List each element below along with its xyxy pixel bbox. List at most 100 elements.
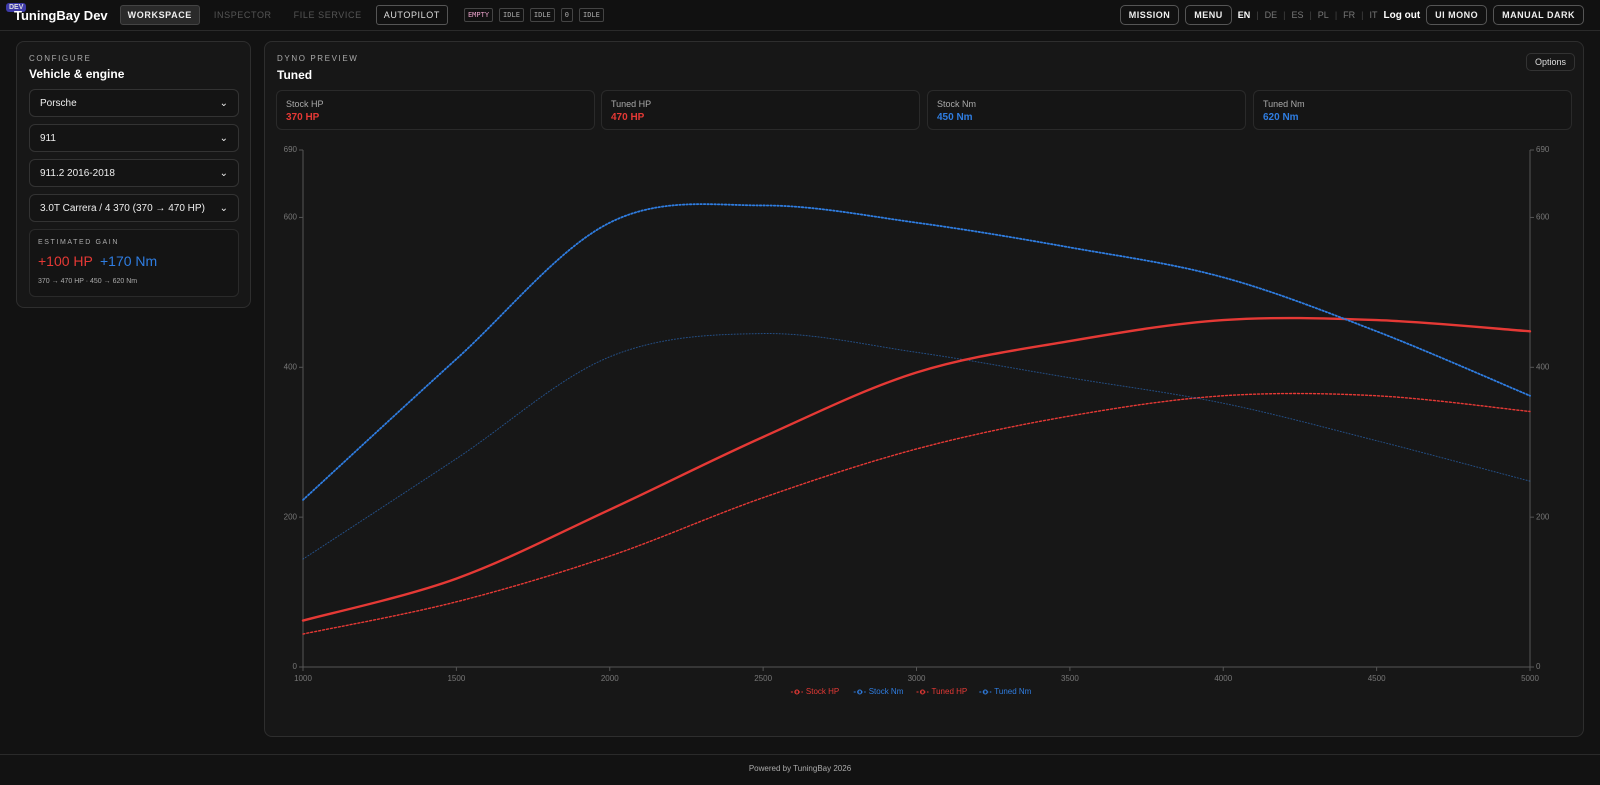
language[interactable]: DE xyxy=(1264,10,1278,20)
series-line xyxy=(302,392,1531,635)
top-bar: DEV TuningBay Dev WORKSPACE INSPECTOR FI… xyxy=(0,0,1600,31)
nav-right: MISSION MENU EN | DE | ES | PL | FR | IT Log … xyxy=(1119,0,1584,30)
y2-tick-label: 690 xyxy=(1536,145,1550,154)
status-chip: IDLE xyxy=(578,8,604,22)
separator: | xyxy=(1283,10,1286,20)
gain-nm: +170 Nm xyxy=(100,253,158,269)
y-tick-label: 200 xyxy=(284,512,298,521)
language[interactable]: EN xyxy=(1237,10,1251,20)
logout[interactable]: Log out xyxy=(1383,9,1421,21)
series-line xyxy=(302,333,1531,560)
select[interactable]: 911 ⌄ xyxy=(29,124,239,152)
y2-tick-label: 200 xyxy=(1536,512,1550,521)
series-line xyxy=(301,316,1532,622)
y-tick-label: 0 xyxy=(293,662,298,671)
chevron: ⌄ xyxy=(219,97,228,109)
legend-label: Tuned HP xyxy=(932,687,968,696)
stat-card: Tuned Nm 620 Nm xyxy=(1253,90,1572,130)
x-tick-label: 2500 xyxy=(754,674,772,683)
x-tick-label: 5000 xyxy=(1521,674,1539,683)
options-button[interactable]: Options xyxy=(1525,53,1575,71)
chevron: ⌄ xyxy=(219,132,228,144)
separator: | xyxy=(1361,10,1364,20)
gain-detail: 370 → 470 HP · 450 → 620 Nm xyxy=(38,278,138,285)
select[interactable]: Porsche ⌄ xyxy=(29,89,239,117)
tab[interactable]: WORKSPACE xyxy=(119,5,200,25)
legend-marker xyxy=(794,689,800,695)
chevron: ⌄ xyxy=(219,167,228,179)
stat-card: Stock HP 370 HP xyxy=(276,90,595,130)
ui-mono-button[interactable]: UI MONO xyxy=(1426,5,1488,25)
configure-panel: CONFIGURE Vehicle & engine Porsche ⌄ 911 ⌄… xyxy=(16,41,251,308)
y2-tick-label: 600 xyxy=(1536,213,1550,222)
x-tick-label: 1000 xyxy=(294,674,312,683)
card-value: 620 Nm xyxy=(1263,112,1299,123)
card-label: Tuned HP xyxy=(611,99,652,109)
y-tick-label: 600 xyxy=(284,213,298,222)
gain-hp: +100 HP xyxy=(38,253,93,269)
x-tick-label: 4500 xyxy=(1368,674,1386,683)
footer: Powered by TuningBay 2026 xyxy=(0,754,1600,785)
legend-item: Tuned Nm xyxy=(979,687,1032,696)
legend-marker xyxy=(982,689,988,695)
card-value: 450 Nm xyxy=(937,112,973,123)
dyno-chart: 0 200 400 600 690 0 200 400 600 690 1000 1500 2000 25… xyxy=(284,145,1550,696)
y-tick-label: 690 xyxy=(284,145,298,154)
tab[interactable]: INSPECTOR xyxy=(213,10,272,20)
legend-item: Tuned HP xyxy=(916,687,968,696)
select[interactable]: 911.2 2016-2018 ⌄ xyxy=(29,159,239,187)
stat-card: Stock Nm 450 Nm xyxy=(927,90,1246,130)
legend-label: Stock Nm xyxy=(869,687,904,696)
y2-tick-label: 400 xyxy=(1536,362,1550,371)
separator: | xyxy=(1334,10,1338,20)
select[interactable]: 3.0T Carrera / 4 370 (370 → 470 HP) ⌄ xyxy=(29,194,239,222)
x-tick-label: 1500 xyxy=(447,674,465,683)
language[interactable]: PL xyxy=(1317,10,1329,20)
select-value: 911.2 2016-2018 xyxy=(40,167,115,179)
status-chip: 0 xyxy=(560,8,573,22)
menu-button[interactable]: MENU xyxy=(1185,5,1232,25)
card-value: 470 HP xyxy=(611,112,645,123)
separator: | xyxy=(1256,10,1259,20)
eyebrow: DYNO PREVIEW xyxy=(277,54,359,63)
status-chip: IDLE xyxy=(499,8,524,22)
y-tick-label: 400 xyxy=(284,362,298,371)
stat-card: Tuned HP 470 HP xyxy=(601,90,920,130)
status-chip: IDLE xyxy=(529,8,555,22)
nav-left: TuningBay Dev WORKSPACE INSPECTOR FILE S… xyxy=(14,0,604,30)
panel-title: Tuned xyxy=(277,68,313,82)
mission-button[interactable]: MISSION xyxy=(1119,5,1180,25)
status-chip: EMPTY xyxy=(463,8,494,22)
select-value: Porsche xyxy=(40,97,77,109)
eyebrow: ESTIMATED GAIN xyxy=(38,239,119,246)
card-label: Tuned Nm xyxy=(1263,99,1305,109)
tab[interactable]: AUTOPILOT xyxy=(375,5,448,25)
series-line xyxy=(302,203,1531,501)
select-value: 3.0T Carrera / 4 370 (370 → 470 HP) xyxy=(40,202,205,214)
dyno-panel: DYNO PREVIEW Tuned Options Stock HP 370 H… xyxy=(264,41,1584,737)
card-value: 370 HP xyxy=(286,112,320,123)
x-tick-label: 4000 xyxy=(1214,674,1232,683)
manual-dark-button[interactable]: MANUAL DARK xyxy=(1493,5,1584,25)
gain-box: ESTIMATED GAIN +100 HP +170 Nm 370 → 470… xyxy=(29,229,239,297)
legend-marker xyxy=(920,689,925,695)
y2-tick-label: 0 xyxy=(1536,662,1541,671)
legend-item: Stock HP xyxy=(790,687,839,696)
tab[interactable]: FILE SERVICE xyxy=(293,10,362,20)
language[interactable]: IT xyxy=(1369,10,1378,20)
x-tick-label: 2000 xyxy=(601,674,619,683)
card-label: Stock Nm xyxy=(937,99,977,109)
separator: | xyxy=(1309,10,1312,20)
legend-item: Stock Nm xyxy=(853,687,904,696)
legend-label: Tuned Nm xyxy=(994,687,1031,696)
card-label: Stock HP xyxy=(286,99,324,109)
brand[interactable]: TuningBay Dev xyxy=(14,7,108,23)
language[interactable]: ES xyxy=(1291,10,1304,20)
dev-badge: DEV xyxy=(6,3,27,12)
legend-marker xyxy=(857,689,863,695)
x-tick-label: 3000 xyxy=(908,674,926,683)
panel-title: Vehicle & engine xyxy=(29,67,125,81)
language[interactable]: FR xyxy=(1343,10,1356,20)
